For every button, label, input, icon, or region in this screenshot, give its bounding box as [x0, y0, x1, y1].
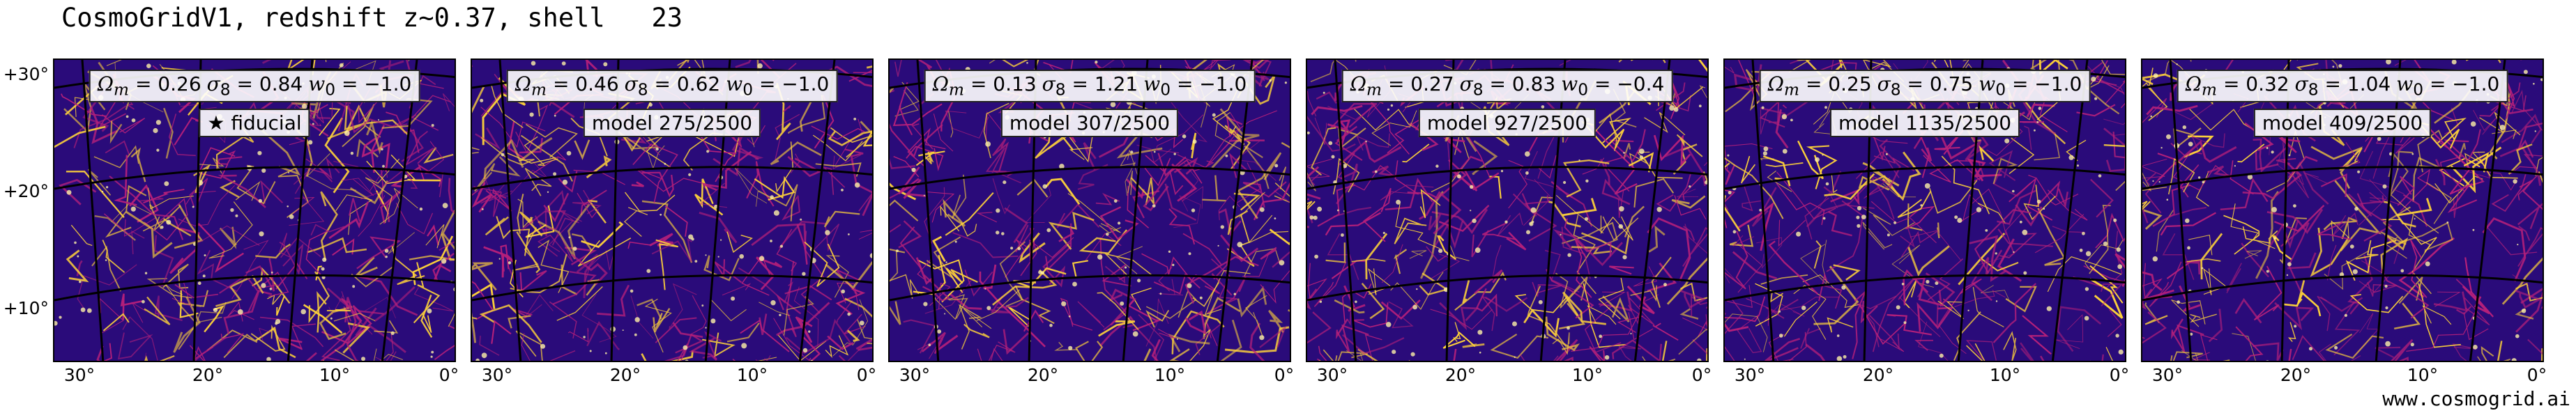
sigma-8-value: 1.21	[1094, 72, 1138, 95]
map-panel-1: Ωm = 0.26 σ8 = 0.84 w0 = −1.0 ★ fiducial +30…	[3, 59, 459, 385]
density-map: Ωm = 0.26 σ8 = 0.84 w0 = −1.0 ★ fiducial	[53, 59, 456, 362]
x-tick-label: 0°	[1691, 365, 1712, 385]
map-panel-5: Ωm = 0.25 σ8 = 0.75 w0 = −1.0 model 1135/25…	[1723, 59, 2129, 385]
omega-m-value: 0.46	[575, 72, 619, 95]
density-texture	[472, 60, 872, 361]
x-tick-label: 20°	[1027, 365, 1059, 385]
model-label: model 1135/2500	[1829, 109, 2020, 137]
density-texture	[890, 60, 1290, 361]
w0-value: −1.0	[364, 72, 412, 95]
density-map: Ωm = 0.46 σ8 = 0.62 w0 = −1.0 model 275/250…	[471, 59, 874, 362]
cosmology-parameters: Ωm = 0.27 σ8 = 0.83 w0 = −0.4	[1341, 70, 1673, 102]
credit-url[interactable]: www.cosmogrid.ai	[2382, 387, 2570, 410]
omega-m-value: 0.27	[1410, 72, 1454, 95]
density-map: Ωm = 0.13 σ8 = 1.21 w0 = −1.0 model 307/250…	[888, 59, 1291, 362]
x-tick-label: 0°	[1274, 365, 1295, 385]
x-tick-label: 10°	[319, 365, 351, 385]
density-map: Ωm = 0.27 σ8 = 0.83 w0 = −0.4 model 927/250…	[1306, 59, 1709, 362]
x-tick-label: 20°	[1445, 365, 1477, 385]
density-texture	[54, 60, 455, 361]
sigma-8-value: 0.62	[676, 72, 721, 95]
x-tick-label: 30°	[63, 365, 96, 385]
map-panel-4: Ωm = 0.27 σ8 = 0.83 w0 = −0.4 model 927/250…	[1306, 59, 1712, 385]
density-texture	[1307, 60, 1707, 361]
omega-m-value: 0.32	[2246, 72, 2289, 95]
density-texture	[1725, 60, 2125, 361]
cosmology-parameters: Ωm = 0.26 σ8 = 0.84 w0 = −1.0	[89, 70, 420, 102]
x-tick-label: 0°	[2109, 365, 2130, 385]
y-tick-label: +10°	[3, 298, 49, 318]
x-tick-label: 10°	[2407, 365, 2439, 385]
density-map: Ωm = 0.25 σ8 = 0.75 w0 = −1.0 model 1135/25…	[1723, 59, 2126, 362]
w0-value: −1.0	[2034, 72, 2082, 95]
y-tick-label: +20°	[3, 181, 49, 201]
x-tick-label: 20°	[2280, 365, 2312, 385]
sigma-8-value: 0.75	[1929, 72, 1974, 95]
omega-m-value: 0.26	[158, 72, 201, 95]
x-tick-label: 30°	[1734, 365, 1766, 385]
cosmology-parameters: Ωm = 0.46 σ8 = 0.62 w0 = −1.0	[506, 70, 838, 102]
sigma-8-value: 0.83	[1511, 72, 1556, 95]
w0-value: −0.4	[1617, 72, 1665, 95]
w0-value: −1.0	[2452, 72, 2500, 95]
x-tick-label: 0°	[2527, 365, 2547, 385]
omega-m-value: 0.13	[993, 72, 1037, 95]
x-tick-label: 20°	[1862, 365, 1894, 385]
x-tick-label: 10°	[1989, 365, 2021, 385]
x-tick-label: 30°	[2151, 365, 2183, 385]
sigma-8-value: 1.04	[2347, 72, 2391, 95]
model-label: model 275/2500	[583, 109, 761, 137]
density-texture	[2142, 60, 2543, 361]
x-tick-label: 10°	[1571, 365, 1603, 385]
density-map: Ωm = 0.32 σ8 = 1.04 w0 = −1.0 model 409/250…	[2141, 59, 2544, 362]
x-tick-label: 30°	[899, 365, 931, 385]
x-tick-label: 20°	[192, 365, 224, 385]
model-label: model 927/2500	[1418, 109, 1596, 137]
x-tick-label: 30°	[1316, 365, 1348, 385]
map-panel-3: Ωm = 0.13 σ8 = 1.21 w0 = −1.0 model 307/250…	[888, 59, 1294, 385]
sigma-8-value: 0.84	[259, 72, 303, 95]
model-label: ★ fiducial	[199, 109, 310, 137]
x-tick-label: 30°	[481, 365, 513, 385]
model-label: model 307/2500	[1000, 109, 1179, 137]
y-tick-label: +30°	[3, 64, 49, 84]
omega-m-value: 0.25	[1828, 72, 1872, 95]
w0-value: −1.0	[782, 72, 830, 95]
map-panel-2: Ωm = 0.46 σ8 = 0.62 w0 = −1.0 model 275/250…	[471, 59, 876, 385]
x-tick-label: 10°	[736, 365, 768, 385]
figure-title: CosmoGridV1, redshift z∼0.37, shell 23	[61, 3, 683, 33]
w0-value: −1.0	[1199, 72, 1247, 95]
cosmology-parameters: Ωm = 0.32 σ8 = 1.04 w0 = −1.0	[2177, 70, 2508, 102]
cosmology-parameters: Ωm = 0.25 σ8 = 0.75 w0 = −1.0	[1759, 70, 2091, 102]
x-tick-label: 20°	[609, 365, 641, 385]
map-panel-6: Ωm = 0.32 σ8 = 1.04 w0 = −1.0 model 409/250…	[2141, 59, 2547, 385]
model-label: model 409/2500	[2253, 109, 2432, 137]
x-tick-label: 0°	[439, 365, 459, 385]
x-tick-label: 10°	[1154, 365, 1186, 385]
x-tick-label: 0°	[856, 365, 877, 385]
cosmology-parameters: Ωm = 0.13 σ8 = 1.21 w0 = −1.0	[924, 70, 1256, 102]
